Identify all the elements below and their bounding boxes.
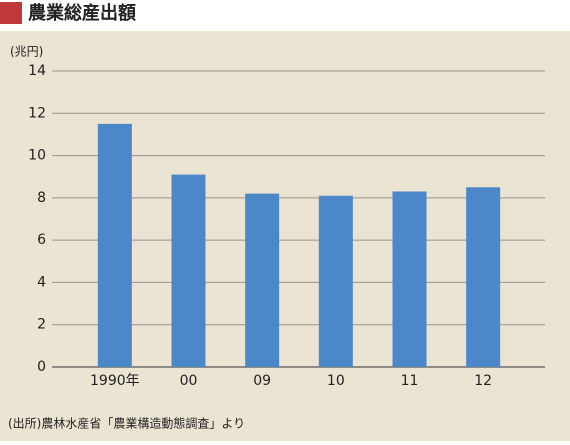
- chart-title: 農業総産出額: [28, 2, 136, 24]
- y-axis-label: (兆円): [10, 45, 43, 59]
- y-tick-label: 8: [37, 190, 46, 206]
- y-tick-label: 0: [37, 359, 46, 375]
- bar: [318, 195, 353, 367]
- x-tick-label: 11: [401, 373, 419, 389]
- x-tick-label: 00: [180, 373, 198, 389]
- x-tick-label: 1990年: [90, 373, 140, 389]
- bar: [466, 187, 501, 367]
- y-tick-label: 2: [37, 317, 46, 333]
- bar: [245, 193, 280, 367]
- bar: [97, 123, 132, 367]
- bar: [392, 191, 427, 367]
- y-tick-label: 6: [37, 232, 46, 248]
- y-tick-label: 10: [28, 148, 46, 164]
- y-tick-label: 12: [28, 105, 46, 121]
- x-tick-label: 10: [327, 373, 345, 389]
- source-note: (出所)農林水産省「農業構造動態調査」より: [8, 416, 245, 431]
- bar: [171, 174, 206, 367]
- x-tick-label: 12: [474, 373, 492, 389]
- y-tick-label: 14: [28, 63, 46, 79]
- x-tick-label: 09: [253, 373, 271, 389]
- y-tick-label: 4: [37, 274, 46, 290]
- title-marker: [0, 2, 22, 24]
